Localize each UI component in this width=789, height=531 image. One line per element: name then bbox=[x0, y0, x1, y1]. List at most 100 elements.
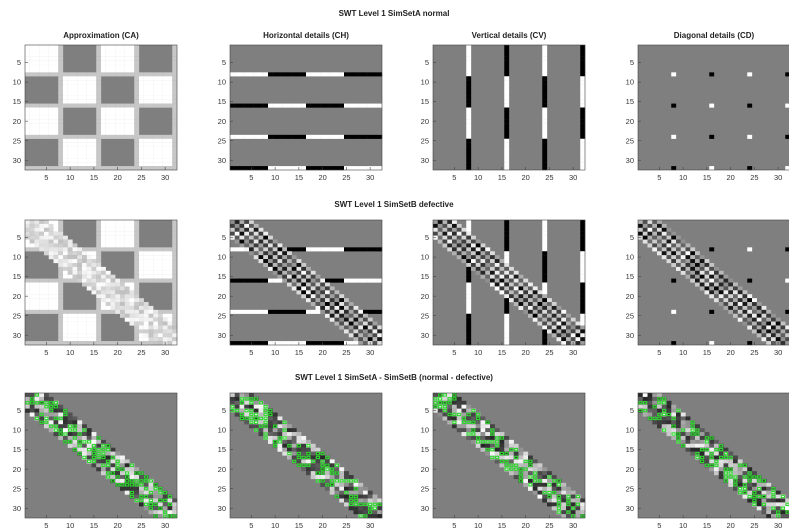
heatmap-cell bbox=[518, 478, 524, 483]
heatmap-cell bbox=[513, 471, 519, 476]
heatmap-cell bbox=[551, 302, 557, 307]
defect-marker bbox=[334, 494, 339, 499]
heatmap-cell bbox=[315, 447, 321, 452]
heatmap-cell bbox=[523, 298, 529, 303]
x-tick-label: 15 bbox=[498, 348, 506, 357]
heatmap-cell bbox=[310, 278, 316, 283]
heatmap-cell bbox=[153, 482, 159, 487]
heatmap-cell bbox=[120, 463, 125, 468]
heatmap-cell bbox=[63, 329, 68, 334]
heatmap-cell bbox=[733, 475, 738, 480]
heatmap-cell bbox=[115, 52, 121, 57]
defect-marker bbox=[475, 412, 481, 417]
heatmap-cell bbox=[258, 251, 264, 256]
heatmap-cell bbox=[162, 158, 168, 163]
x-tick-label: 10 bbox=[679, 348, 687, 357]
heatmap-cell bbox=[268, 439, 273, 444]
heatmap-cell bbox=[344, 317, 349, 322]
heatmap-cell bbox=[657, 251, 662, 256]
heatmap-cell bbox=[120, 475, 125, 480]
heatmap-cell bbox=[239, 412, 245, 417]
heatmap-cell bbox=[268, 166, 273, 171]
heatmap-cell bbox=[120, 72, 125, 77]
heatmap-cell bbox=[647, 239, 653, 244]
heatmap-cell bbox=[110, 107, 116, 112]
defect-marker bbox=[461, 416, 466, 421]
heatmap-cell bbox=[77, 158, 83, 163]
heatmap-cell bbox=[661, 251, 667, 256]
heatmap-cell bbox=[53, 115, 59, 120]
heatmap-cell bbox=[310, 459, 316, 464]
heatmap-cell bbox=[542, 119, 548, 124]
heatmap-cell bbox=[120, 64, 125, 69]
y-tick-label: 15 bbox=[626, 445, 634, 454]
heatmap-cell bbox=[334, 134, 340, 139]
heatmap-cell bbox=[134, 154, 140, 159]
heatmap-cell bbox=[466, 309, 472, 314]
heatmap-cell bbox=[733, 309, 738, 314]
y-tick-label: 30 bbox=[626, 504, 634, 513]
heatmap-cell bbox=[747, 471, 753, 476]
heatmap-cell bbox=[642, 235, 648, 240]
heatmap-cell bbox=[647, 408, 653, 413]
heatmap-cell bbox=[377, 514, 383, 519]
heatmap-cell bbox=[77, 270, 83, 275]
heatmap-cell bbox=[234, 223, 240, 228]
heatmap-cell bbox=[282, 278, 288, 283]
heatmap-cell bbox=[718, 286, 724, 291]
heatmap-cell bbox=[657, 420, 662, 425]
heatmap-cell bbox=[272, 255, 278, 260]
heatmap-cell bbox=[129, 127, 135, 132]
heatmap-cell bbox=[172, 223, 178, 228]
heatmap-cell bbox=[124, 220, 130, 225]
defect-marker bbox=[752, 502, 757, 507]
heatmap-cell bbox=[566, 325, 571, 330]
heatmap-cell bbox=[67, 162, 73, 167]
defect-marker bbox=[254, 416, 259, 421]
heatmap-cell bbox=[34, 227, 40, 232]
heatmap-cell bbox=[437, 408, 443, 413]
x-tick-label: 10 bbox=[271, 173, 279, 182]
heatmap-cell bbox=[63, 341, 68, 346]
heatmap-cell bbox=[566, 329, 571, 334]
heatmap-cell bbox=[153, 498, 159, 503]
heatmap-cell bbox=[695, 439, 700, 444]
heatmap-cell bbox=[466, 286, 472, 291]
heatmap-cell bbox=[72, 76, 78, 81]
heatmap-cell bbox=[162, 337, 168, 342]
heatmap-cell bbox=[642, 223, 648, 228]
heatmap-cell bbox=[115, 247, 121, 252]
heatmap-cell bbox=[339, 475, 345, 480]
heatmap-cell bbox=[44, 52, 49, 57]
heatmap-cell bbox=[320, 482, 326, 487]
heatmap-cell bbox=[44, 286, 49, 291]
defect-marker bbox=[437, 397, 443, 401]
defect-marker bbox=[556, 483, 561, 487]
defect-marker bbox=[249, 412, 254, 417]
heatmap-cell bbox=[310, 475, 316, 480]
heatmap-cell bbox=[372, 510, 378, 515]
defect-marker bbox=[106, 475, 111, 479]
heatmap-cell bbox=[110, 471, 116, 476]
heatmap-cell bbox=[101, 243, 106, 248]
heatmap-cell bbox=[504, 103, 510, 108]
heatmap-cell bbox=[72, 321, 78, 326]
x-tick-label: 30 bbox=[569, 521, 577, 530]
heatmap-cell bbox=[291, 451, 297, 456]
heatmap-cell bbox=[63, 432, 68, 437]
heatmap-cell bbox=[82, 278, 87, 283]
heatmap-cell bbox=[551, 475, 557, 480]
x-tick-label: 10 bbox=[271, 521, 279, 530]
heatmap-cell bbox=[172, 294, 178, 299]
heatmap-cell bbox=[523, 302, 529, 307]
defect-marker bbox=[44, 401, 49, 405]
heatmap-cell bbox=[124, 52, 130, 57]
heatmap-cell bbox=[339, 486, 345, 491]
heatmap-cell bbox=[67, 313, 73, 318]
heatmap-cell bbox=[504, 305, 510, 310]
heatmap-cell bbox=[363, 317, 368, 322]
heatmap-cell bbox=[752, 502, 757, 507]
heatmap-cell bbox=[728, 459, 734, 464]
defect-marker bbox=[490, 432, 495, 436]
heatmap-cell bbox=[124, 134, 130, 139]
